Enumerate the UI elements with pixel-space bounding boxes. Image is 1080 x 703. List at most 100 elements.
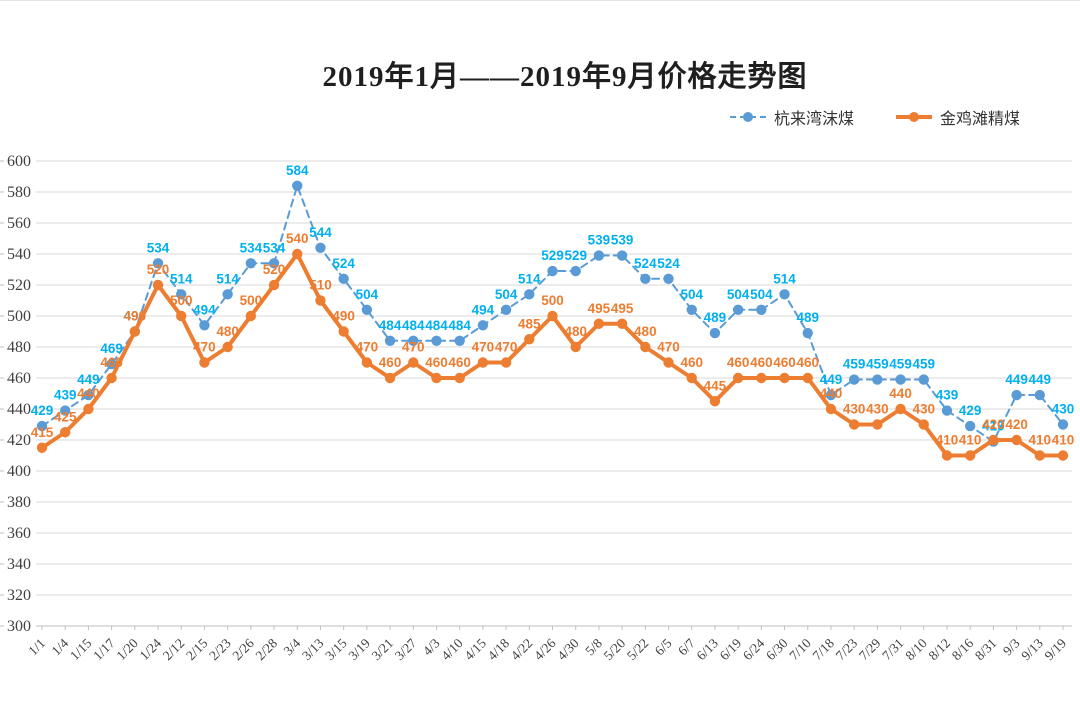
data-label: 539 — [611, 233, 634, 248]
x-axis-tick-label: 6/24 — [740, 635, 768, 663]
y-axis-tick-label: 560 — [7, 215, 31, 232]
data-point — [709, 396, 721, 407]
legend-item-hanglaiwan[interactable]: 杭来湾沫煤 — [729, 105, 854, 129]
data-label: 524 — [657, 256, 680, 271]
data-point — [477, 357, 489, 368]
data-label: 520 — [147, 262, 170, 277]
data-point — [222, 289, 233, 300]
x-axis-tick-label: 2/26 — [229, 635, 257, 663]
x-axis-tick-label: 6/19 — [717, 635, 745, 663]
data-label: 514 — [518, 271, 541, 286]
data-label: 529 — [541, 248, 564, 263]
data-label: 485 — [518, 316, 541, 331]
y-axis-tick-label: 400 — [7, 463, 31, 480]
data-point — [779, 372, 790, 384]
series-line-1 — [40, 252, 1065, 458]
data-point — [315, 242, 326, 253]
data-label: 430 — [1052, 402, 1075, 417]
data-label: 490 — [332, 309, 355, 324]
data-point — [106, 358, 117, 370]
data-point — [616, 250, 628, 261]
data-point — [268, 258, 280, 269]
data-label: 544 — [309, 225, 332, 240]
legend-label-jinjitan: 金鸡滩精煤 — [939, 111, 1020, 128]
y-axis-tick-label: 340 — [7, 556, 31, 573]
data-label: 500 — [170, 293, 193, 308]
data-point — [245, 310, 257, 322]
y-axis-tick-label: 600 — [7, 153, 31, 170]
data-label: 490 — [124, 309, 147, 324]
data-point — [825, 389, 837, 401]
data-point — [292, 180, 303, 191]
x-axis-tick-label: 1/24 — [137, 635, 165, 663]
legend-item-jinjitan[interactable]: 金鸡滩精煤 — [895, 105, 1020, 129]
data-label: 439 — [54, 388, 77, 403]
data-label: 510 — [309, 278, 332, 293]
x-axis-tick-label: 7/31 — [879, 636, 907, 664]
x-axis-tick-label: 2/28 — [253, 635, 281, 663]
data-label: 449 — [1005, 372, 1028, 387]
data-point — [408, 357, 419, 368]
data-point — [802, 327, 813, 339]
data-label: 420 — [982, 417, 1005, 432]
x-axis-tick-label: 3/15 — [322, 635, 350, 663]
data-point — [756, 304, 767, 315]
data-point — [1011, 389, 1022, 401]
data-point — [524, 334, 535, 345]
data-label: 460 — [379, 355, 402, 370]
chart-title: 2019年1月——2019年9月价格走势图 — [322, 61, 808, 93]
data-point — [36, 420, 48, 432]
data-point — [825, 403, 837, 415]
data-label: 460 — [796, 355, 819, 370]
data-label: 504 — [750, 287, 773, 302]
data-label: 420 — [1005, 417, 1028, 432]
data-point — [686, 372, 697, 384]
dashed-line-dot-icon — [729, 112, 766, 122]
data-label: 430 — [866, 402, 889, 417]
data-point — [848, 374, 860, 385]
data-label: 460 — [750, 355, 773, 370]
data-point — [60, 427, 71, 438]
y-axis-tick-label: 440 — [7, 401, 31, 418]
data-point — [431, 372, 442, 384]
data-label: 514 — [216, 271, 239, 286]
data-point — [106, 372, 117, 384]
data-point — [547, 265, 558, 277]
data-label: 460 — [773, 355, 796, 370]
x-axis-tick-label: 9/13 — [1018, 635, 1046, 663]
data-point — [268, 279, 280, 291]
data-point — [848, 419, 860, 430]
legend-label-hanglaiwan: 杭来湾沫煤 — [773, 111, 854, 128]
data-label: 429 — [31, 403, 54, 418]
data-point — [779, 289, 790, 300]
data-point — [361, 357, 373, 368]
data-label: 489 — [704, 310, 727, 325]
data-label: 449 — [1029, 372, 1052, 387]
data-label: 480 — [216, 324, 239, 339]
data-point — [918, 419, 929, 430]
data-point — [199, 357, 210, 368]
data-point — [315, 295, 326, 306]
solid-line-dot-icon — [895, 112, 932, 122]
data-label: 534 — [147, 240, 170, 255]
data-label: 514 — [170, 271, 193, 286]
y-axis-tick-label: 500 — [7, 308, 31, 325]
x-axis-tick-label: 9/19 — [1042, 635, 1070, 663]
x-axis-tick-label: 1/15 — [67, 635, 95, 663]
data-point — [895, 403, 906, 415]
data-point — [408, 335, 419, 346]
x-axis-tick-label: 5/22 — [624, 636, 652, 664]
data-point — [709, 327, 721, 339]
data-label: 495 — [588, 301, 611, 316]
data-label: 410 — [1029, 433, 1052, 448]
x-axis-tick-label: 6/30 — [763, 635, 791, 663]
y-axis-tick-label: 420 — [7, 432, 31, 449]
x-axis-tick-label: 6/13 — [693, 635, 721, 663]
x-axis-tick-label: 6/5 — [652, 635, 675, 658]
data-point — [872, 419, 883, 430]
data-point — [384, 335, 396, 346]
data-label: 494 — [193, 302, 216, 317]
data-point — [500, 304, 512, 315]
y-axis-tick-label: 360 — [7, 525, 31, 542]
